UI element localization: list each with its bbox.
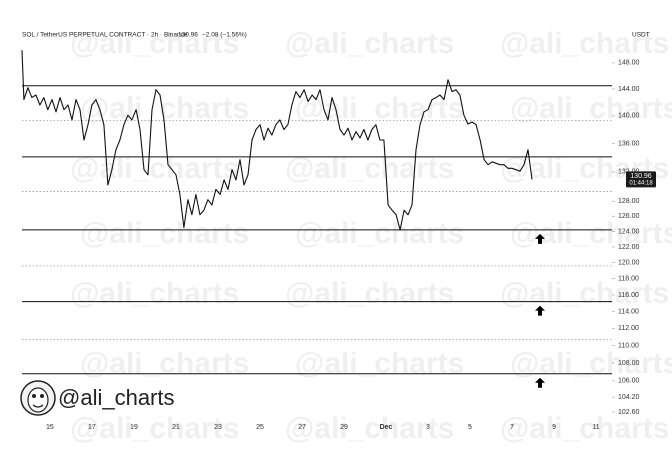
y-tick-label: 122.00 bbox=[618, 244, 640, 251]
watermark: @ali_charts bbox=[285, 277, 454, 310]
logo-text: @ali_charts bbox=[58, 385, 175, 410]
y-tick-label: 120.00 bbox=[618, 260, 640, 267]
watermark: @ali_charts bbox=[500, 277, 669, 310]
watermark: @ali_charts bbox=[285, 152, 454, 185]
currency: USDT bbox=[632, 32, 650, 39]
watermark: @ali_charts bbox=[500, 412, 669, 445]
y-tick-label: 148.00 bbox=[618, 60, 640, 67]
watermark: @ali_charts bbox=[70, 152, 239, 185]
watermark: @ali_charts bbox=[295, 347, 464, 380]
x-tick-label: 3 bbox=[426, 424, 430, 431]
watermark: @ali_charts bbox=[285, 27, 454, 60]
y-tick-label: 128.00 bbox=[618, 198, 640, 205]
x-tick-label: 7 bbox=[510, 424, 514, 431]
last-price: 130.96 bbox=[178, 32, 198, 39]
countdown: 01:44:18 bbox=[629, 180, 653, 186]
watermark: @ali_charts bbox=[80, 92, 249, 125]
x-tick-label: 5 bbox=[468, 424, 472, 431]
y-tick-label: 144.00 bbox=[618, 86, 640, 93]
watermark: @ali_charts bbox=[80, 347, 249, 380]
watermarks: @ali_charts @ali_charts @ali_charts @ali_ch… bbox=[70, 27, 672, 445]
y-tick-label: 140.00 bbox=[618, 113, 640, 120]
avatar-face bbox=[27, 387, 49, 413]
watermark: @ali_charts bbox=[510, 217, 672, 250]
x-tick-label: 9 bbox=[552, 424, 556, 431]
watermark: @ali_charts bbox=[500, 27, 669, 60]
y-tick-label: 116.00 bbox=[618, 292, 639, 299]
y-tick-label: 112.00 bbox=[618, 325, 639, 332]
price-box bbox=[626, 171, 656, 188]
avatar-mouth bbox=[32, 404, 44, 408]
y-tick-label: 118.00 bbox=[618, 276, 639, 283]
y-tick-label: 124.00 bbox=[618, 228, 640, 235]
watermark: @ali_charts bbox=[510, 92, 672, 125]
watermark: @ali_charts bbox=[510, 347, 672, 380]
x-tick-label: 17 bbox=[88, 424, 96, 431]
chart-title: SOL / TetherUS PERPETUAL CONTRACT · 2h ·… bbox=[22, 32, 188, 39]
up-arrow bbox=[535, 233, 545, 244]
x-tick-label: 21 bbox=[172, 424, 180, 431]
watermark: @ali_charts bbox=[295, 217, 464, 250]
y-tick-label: 104.20 bbox=[618, 394, 640, 401]
y-tick-label: 126.00 bbox=[618, 213, 640, 220]
y-tick-label: 106.00 bbox=[618, 378, 640, 385]
x-tick-label: 11 bbox=[592, 424, 599, 431]
up-arrow bbox=[535, 377, 545, 388]
logo: @ali_charts bbox=[20, 380, 175, 416]
avatar-eye bbox=[32, 394, 36, 398]
x-tick-label: 27 bbox=[298, 424, 306, 431]
x-tick-label: Dec bbox=[380, 424, 393, 431]
watermark: @ali_charts bbox=[70, 27, 239, 60]
y-tick-label: 108.00 bbox=[618, 360, 640, 367]
y-tick-label: 110.00 bbox=[618, 342, 639, 349]
y-tick-label: 114.00 bbox=[618, 308, 639, 315]
up-arrow bbox=[535, 305, 545, 316]
watermark: @ali_charts bbox=[80, 217, 249, 250]
watermark: @ali_charts bbox=[285, 412, 454, 445]
watermark: @ali_charts bbox=[295, 92, 464, 125]
watermark: @ali_charts bbox=[70, 277, 239, 310]
x-tick-label: 29 bbox=[340, 424, 348, 431]
price-change: −2.08 (−1.56%) bbox=[202, 32, 247, 39]
x-tick-label: 23 bbox=[214, 424, 222, 431]
x-tick-label: 15 bbox=[46, 424, 54, 431]
avatar-eye bbox=[40, 394, 44, 398]
y-tick-label: 136.00 bbox=[618, 140, 640, 147]
price-box-label: 130.96 bbox=[630, 173, 652, 180]
x-tick-label: 25 bbox=[256, 424, 264, 431]
y-tick-label: 102.60 bbox=[618, 409, 640, 416]
x-tick-label: 19 bbox=[130, 424, 138, 431]
price-line bbox=[21, 50, 533, 231]
watermark: @ali_charts bbox=[70, 412, 239, 445]
